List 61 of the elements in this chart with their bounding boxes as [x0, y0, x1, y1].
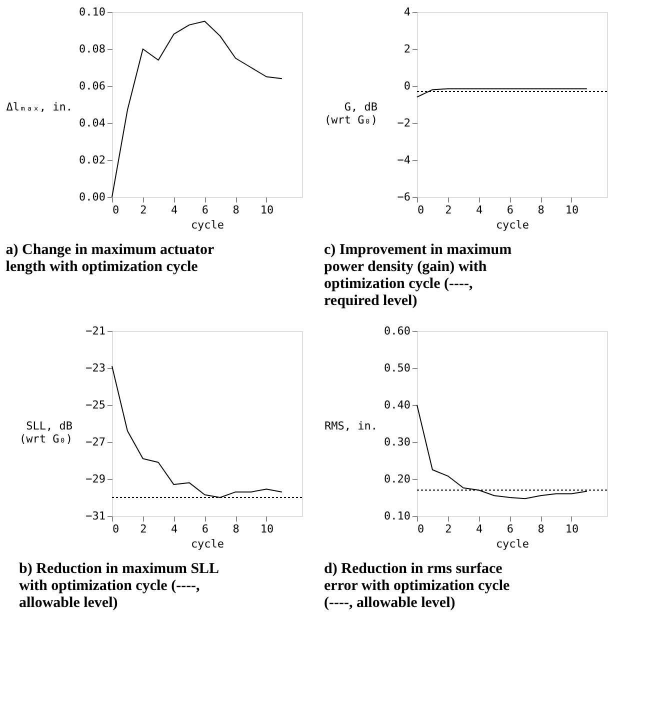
x-tick-label: 10	[260, 522, 274, 536]
y-tick-label: 4	[404, 6, 411, 18]
y-tick-label: −2	[397, 116, 410, 130]
x-tick-label: 8	[538, 204, 544, 216]
y-axis-title: G, dB (wrt G₀)	[324, 100, 378, 126]
y-tick-label: −21	[86, 324, 106, 338]
y-tick-label: −31	[86, 510, 106, 522]
x-tick-label: 4	[476, 522, 483, 536]
x-tick-label: 2	[445, 522, 452, 536]
x-tick-label: 0	[112, 204, 120, 216]
y-axis-title: RMS, in.	[324, 420, 378, 432]
x-tick-label: 4	[170, 204, 178, 216]
x-tick-label: 6	[506, 204, 514, 216]
text: a) Change in maximum actuator length with optimization cycle	[6, 242, 214, 275]
x-tick-label: 8	[232, 522, 240, 536]
y-tick-label: 0.04	[79, 116, 106, 130]
x-tick-label: 4	[170, 522, 178, 536]
y-tick-label: 0.40	[384, 398, 410, 412]
y-tick-label: −25	[86, 398, 106, 412]
y-tick-label: 0.60	[384, 324, 410, 338]
x-tick-label: 0	[112, 522, 120, 536]
x-tick-label: 6	[202, 204, 208, 216]
x-axis-title: cycle	[190, 218, 224, 232]
text: d) Reduction in rms surface error with optimization cycle (----, allowable level)	[324, 561, 510, 611]
y-tick-label: 0.30	[384, 436, 410, 448]
x-tick-label: 6	[506, 522, 514, 536]
x-tick-label: 8	[232, 204, 240, 216]
x-tick-label: 8	[538, 522, 544, 536]
y-tick-label: −23	[86, 362, 106, 374]
y-tick-label: 0	[404, 80, 410, 92]
y-tick-label: −4	[397, 154, 411, 166]
x-axis-title: cycle	[190, 538, 224, 550]
y-tick-label: 0.06	[79, 80, 106, 92]
x-tick-label: 2	[445, 204, 452, 216]
x-tick-label: 2	[140, 522, 147, 536]
y-axis-title: SLL, dB (wrt G₀)	[20, 420, 73, 446]
x-tick-label: 6	[202, 522, 208, 536]
x-tick-label: 0	[418, 204, 424, 216]
y-tick-label: 2	[404, 42, 410, 56]
y-tick-label: −29	[86, 472, 106, 486]
x-axis-title: cycle	[496, 538, 530, 550]
y-tick-label: 0.10	[384, 510, 410, 522]
y-tick-label: 0.20	[384, 472, 410, 486]
x-tick-label: 2	[140, 204, 147, 216]
y-tick-label: −27	[86, 436, 106, 448]
y-tick-label: 0.02	[79, 154, 106, 166]
y-tick-label: 0.08	[79, 42, 106, 56]
x-tick-label: 10	[565, 204, 579, 216]
text: c) Improvement in maximum power density (gain) with optimization cycle (----, required level)	[324, 242, 512, 309]
x-tick-label: 10	[565, 522, 579, 536]
x-axis-title: cycle	[496, 218, 530, 232]
line-series	[112, 20, 282, 198]
y-tick-label: 0.10	[79, 6, 106, 18]
y-tick-label: 0.50	[384, 362, 410, 374]
y-axis-title: Δlₘₐₓ, in.	[6, 100, 72, 114]
x-tick-label: 4	[476, 204, 483, 216]
x-tick-label: 10	[260, 204, 274, 216]
y-tick-label: 0.00	[79, 190, 106, 204]
x-tick-label: 0	[418, 522, 424, 536]
y-tick-label: −6	[397, 190, 410, 204]
text: b) Reduction in maximum SLL with optimization cycle (----, allowable level)	[19, 561, 220, 611]
